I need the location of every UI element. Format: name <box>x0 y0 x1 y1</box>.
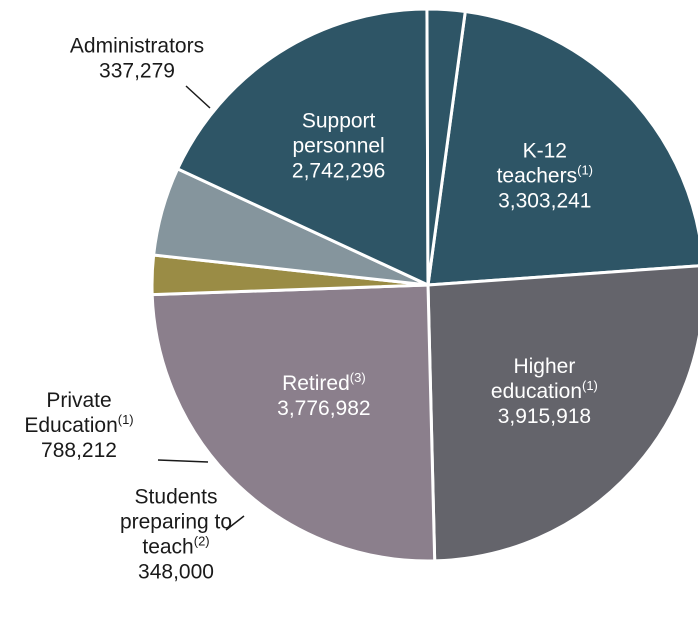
leader-line-private-education <box>157 459 209 463</box>
leader-line-administrators <box>185 85 211 109</box>
pie-slices <box>150 7 698 563</box>
pie-slice-higher-education <box>426 264 698 563</box>
slice-label-k-12-teachers: K-12 teachers(1) 3,303,241 <box>497 140 593 213</box>
slice-label-students-preparing-to-teach: Students preparing to teach(2) 348,000 <box>120 486 232 584</box>
slice-label-higher-education: Higher education(1) 3,915,918 <box>491 355 598 428</box>
callout-leader-lines <box>157 85 245 531</box>
leader-line-students-preparing-to-teach <box>225 515 245 531</box>
slice-label-retired: Retired(3) 3,776,982 <box>277 370 370 420</box>
pie-slice-retired <box>150 283 437 563</box>
slice-label-administrators: Administrators 337,279 <box>70 35 204 83</box>
slice-label-support-personnel: Support personnel 2,742,296 <box>292 110 385 183</box>
pie-slice-administrators <box>425 7 467 287</box>
pie-slice-support-personnel <box>176 7 430 287</box>
slice-label-private-education: Private Education(1) 788,212 <box>24 389 133 462</box>
pie-slice-k-12-teachers <box>426 10 698 287</box>
slice-labels: K-12 teachers(1) 3,303,241 Higher education(… <box>24 35 598 584</box>
